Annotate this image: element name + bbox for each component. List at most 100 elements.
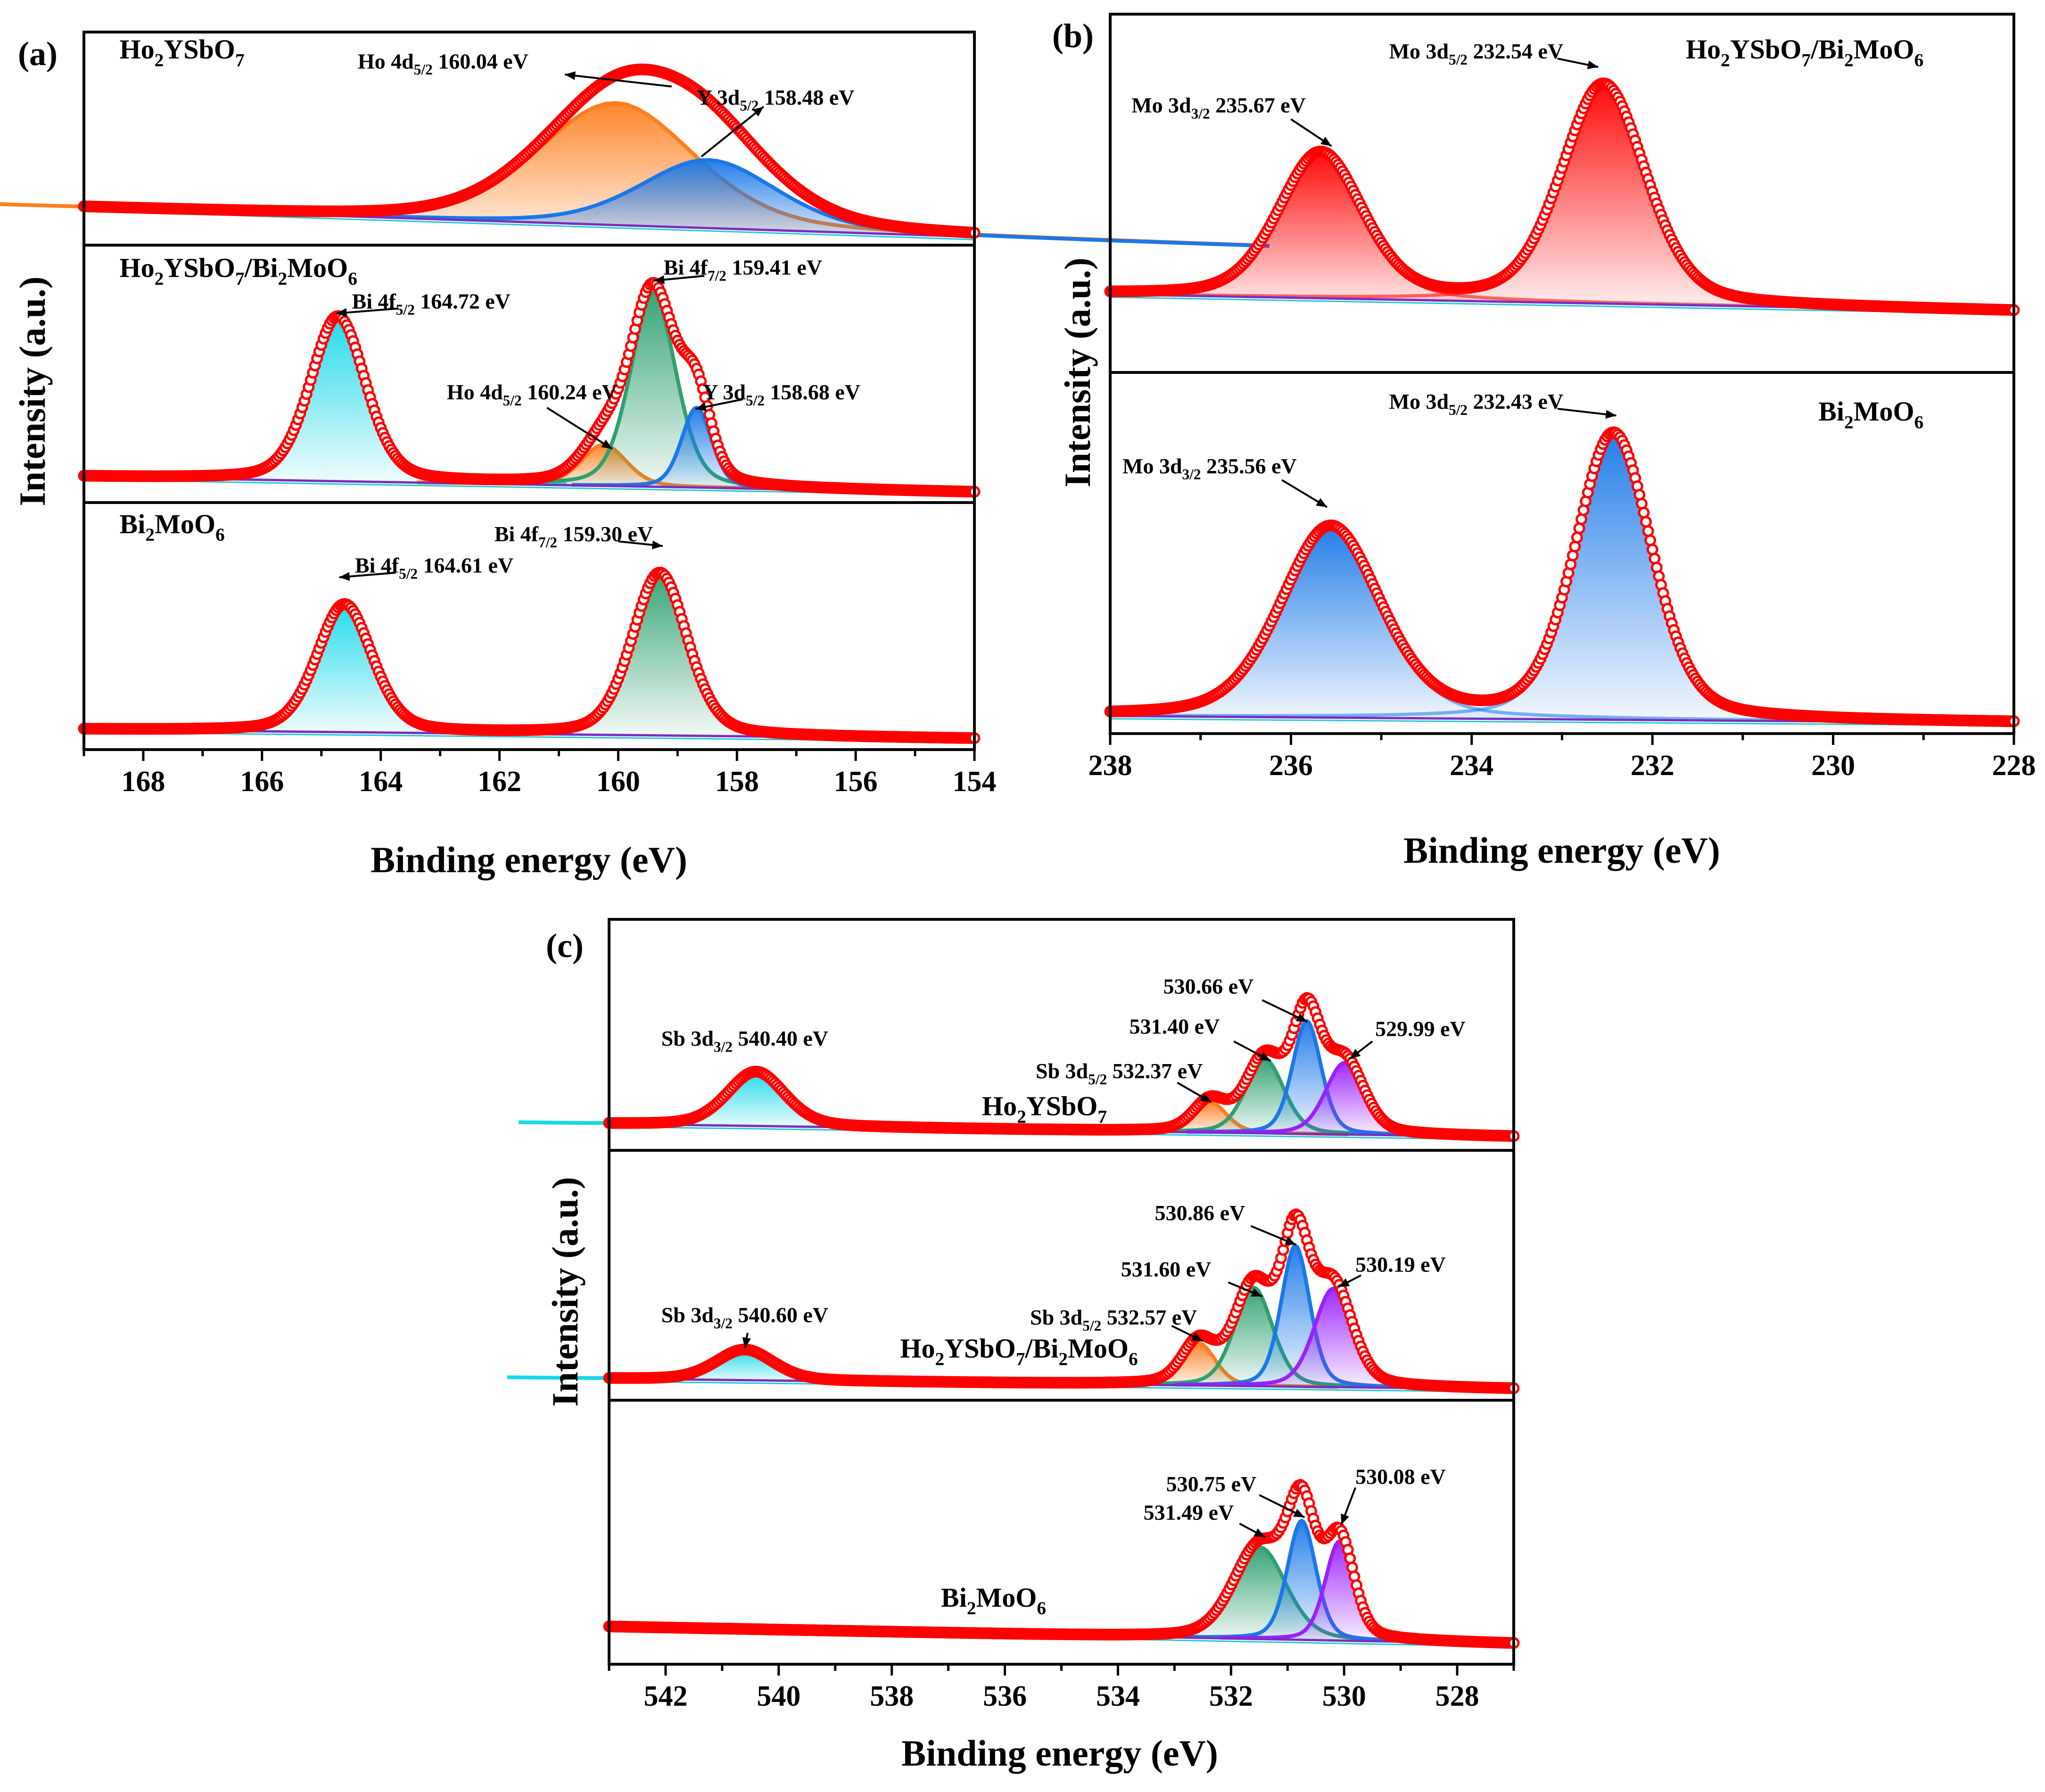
peak-annotation: 530.08 eV <box>1355 1464 1446 1488</box>
sample-label: Ho2​YSbO7​/Bi2​MoO6​ <box>1686 34 1923 70</box>
subplot-frame <box>82 501 976 751</box>
y-axis-title: Intensity (a.u.) <box>1057 257 1098 487</box>
data-point <box>1644 534 1657 546</box>
y-axis-title: Intensity (a.u.) <box>544 1177 585 1407</box>
peak-annotation: Mo 3d3/2​ 235.56 eV <box>1122 454 1297 483</box>
peak-annotation: Ho 4d5/2​ 160.04 eV <box>358 49 528 78</box>
peak-annotation: 530.75 eV <box>1166 1472 1257 1496</box>
x-tick-label: 536 <box>983 1680 1027 1712</box>
peak-fill-Bi 4f5/2 <box>116 604 573 735</box>
arrowhead <box>752 107 764 117</box>
arrowhead <box>1320 136 1332 146</box>
arrowhead <box>336 308 347 317</box>
x-tick-label: 158 <box>715 766 759 798</box>
subplot-frame <box>82 244 976 504</box>
x-tick-label: 542 <box>643 1680 687 1712</box>
arrowhead <box>339 572 350 581</box>
fit-envelope <box>84 570 975 741</box>
x-tick-label: 160 <box>596 766 640 798</box>
peak-annotation: Bi 4f7/2​ 159.41 eV <box>664 256 822 284</box>
subplot-Ho2YSbO7: Ho2​YSbO7​ Ho 4d5/2​ 160.04 eV Y 3d5/2​ 15… <box>0 31 1270 248</box>
x-tick-label: 154 <box>953 766 997 798</box>
x-tick-label: 234 <box>1450 750 1493 782</box>
experimental-points <box>1104 77 2020 316</box>
peak-annotation: Sb 3d3/2​ 540.60 eV <box>661 1303 828 1332</box>
peak-annotation: Sb 3d3/2​ 540.40 eV <box>661 1026 828 1055</box>
data-point <box>1646 544 1658 555</box>
peak-fill-Bi 4f7/2 <box>466 293 841 490</box>
sample-label: Ho2​YSbO7​ <box>982 1090 1107 1127</box>
x-tick-label: 532 <box>1209 1680 1253 1712</box>
x-axis: 238 236 234 232 230 228 <box>1088 734 2036 782</box>
arrowhead <box>1587 60 1599 69</box>
data-point <box>1642 525 1654 537</box>
x-tick-label: 164 <box>359 766 403 798</box>
panel-c: Ho2​YSbO7​ Sb 3d3/2​ 540.40 eV Sb 3d5/2​ 5… <box>507 918 1520 1774</box>
data-point <box>1640 516 1652 528</box>
peak-annotation: 530.66 eV <box>1163 974 1254 998</box>
peak-fill-Y 3d5/2 <box>572 407 822 490</box>
peak-annotation: 530.19 eV <box>1355 1253 1446 1277</box>
sample-label: Bi2​MoO6​ <box>941 1582 1046 1619</box>
sample-label: Ho2​YSbO7​ <box>120 34 245 70</box>
peak-fill-Sb 3d3/2 <box>519 1072 994 1130</box>
annotation-arrow <box>701 106 765 157</box>
subplot-Bi2MoO6: Bi2​MoO6​ Mo 3d3/2​ 235.56 eV Mo 3d5/2​ 23… <box>1104 371 2020 735</box>
peak-annotation: Sb 3d5/2​ 532.57 eV <box>1030 1305 1197 1334</box>
x-tick-label: 530 <box>1322 1680 1366 1712</box>
x-axis: 168 166 164 162 160 158 156 154 <box>82 750 997 798</box>
peak-fill-Bi 4f5/2 <box>109 316 567 486</box>
x-tick-label: 156 <box>834 766 878 798</box>
x-tick-label: 166 <box>240 766 284 798</box>
experimental-points <box>78 277 981 498</box>
subplot-Ho2YSbO7/Bi2MoO6: Ho2​YSbO7​/Bi2​MoO6​ Mo 3d3/2​ 235.67 eV M… <box>1104 13 2020 374</box>
arrowhead <box>695 402 707 412</box>
peak-annotation: Bi 4f7/2​ 159.30 eV <box>495 522 653 551</box>
x-tick-label: 232 <box>1631 750 1674 782</box>
panel-label: (b) <box>1052 17 1094 55</box>
x-tick-label: 540 <box>757 1680 800 1712</box>
experimental-points <box>78 567 981 744</box>
sample-label: Bi2​MoO6​ <box>1818 396 1923 432</box>
x-axis-title: Binding energy (eV) <box>901 1733 1218 1774</box>
arrowhead <box>1316 498 1328 507</box>
x-tick-label: 228 <box>1992 750 2036 782</box>
peak-fill-Ho 4d5/2 <box>0 103 1260 246</box>
peak-annotation: Y 3d5/2​ 158.68 eV <box>702 380 860 409</box>
peak-annotation: Mo 3d3/2​ 235.67 eV <box>1131 93 1306 122</box>
subplot-Bi2MoO6: Bi2​MoO6​ 530.75 eV 531.49 eV 530.08 eV <box>603 1399 1520 1666</box>
sample-label: Ho2​YSbO7​/Bi2​MoO6​ <box>900 1333 1138 1369</box>
peak-annotation: Mo 3d5/2​ 232.54 eV <box>1389 39 1564 68</box>
experimental-points <box>78 63 981 239</box>
x-tick-label: 236 <box>1269 750 1313 782</box>
annotation-arrow <box>546 407 613 450</box>
fit-envelope <box>609 1483 1514 1645</box>
peak-fill-Mo 3d5/2 <box>1110 84 2014 312</box>
peak-annotation: 529.99 eV <box>1375 1016 1466 1041</box>
experimental-points <box>603 1479 1520 1649</box>
peak-annotation: Mo 3d5/2​ 232.43 eV <box>1389 389 1564 418</box>
arrowhead <box>1605 410 1616 419</box>
peak-annotation: 530.86 eV <box>1155 1201 1245 1225</box>
x-axis: 542 540 538 536 534 532 530 528 <box>608 1664 1515 1712</box>
arrowhead <box>1341 1513 1349 1525</box>
peak-annotation: 531.40 eV <box>1130 1015 1220 1039</box>
x-tick-label: 238 <box>1088 750 1132 782</box>
peak-annotation: 531.60 eV <box>1121 1257 1212 1281</box>
peak-fill-Mo 3d3/2 <box>1110 153 2014 312</box>
sample-label: Bi2​MoO6​ <box>120 509 225 545</box>
x-axis-title: Binding energy (eV) <box>371 839 687 880</box>
arrowhead <box>651 540 663 550</box>
x-tick-label: 162 <box>478 766 521 798</box>
data-point <box>1573 522 1585 535</box>
arrowhead <box>601 439 612 449</box>
arrowhead <box>565 71 576 80</box>
data-point <box>1638 506 1650 519</box>
panel-b: Ho2​YSbO7​/Bi2​MoO6​ Mo 3d3/2​ 235.67 eV M… <box>1052 13 2036 871</box>
peak-fill-Y 3d5/2 <box>147 160 1270 247</box>
peak-annotation: Y 3d5/2​ 158.48 eV <box>697 85 855 114</box>
annotation-arrow <box>564 74 672 88</box>
